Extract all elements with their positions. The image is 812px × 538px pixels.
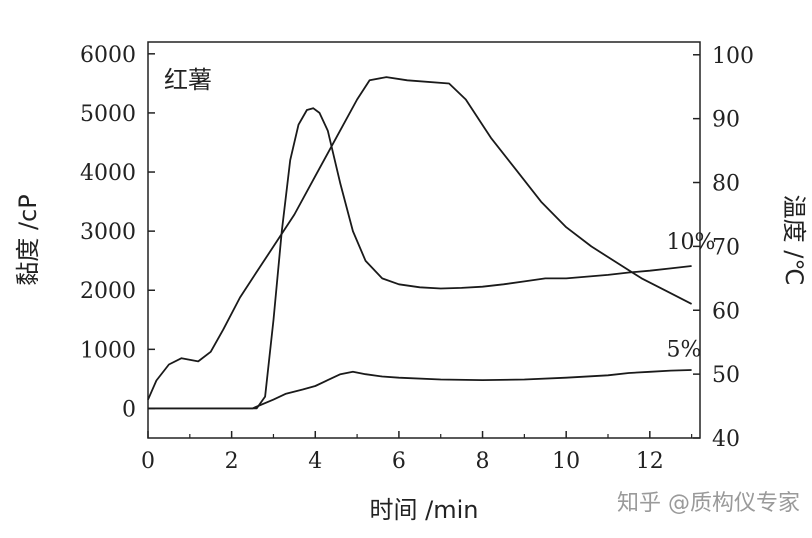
panel-label: 红薯 [164, 66, 212, 94]
y-left-tick-label: 6000 [80, 43, 136, 68]
y-left-tick-label: 0 [122, 397, 136, 422]
x-tick-label: 12 [636, 449, 664, 474]
y-right-tick-label: 50 [712, 363, 740, 388]
y-left-tick-label: 4000 [80, 161, 136, 186]
y-right-tick-label: 90 [712, 108, 740, 133]
x-tick-label: 2 [225, 449, 239, 474]
y-right-tick-label: 80 [712, 172, 740, 197]
series-annotation: 5% [667, 337, 702, 362]
text-group: 红薯 时间 /min 黏度 /cP 温度 /℃ 知乎 @质构仪专家 0 2 4 6 8 1… [14, 43, 808, 524]
y-right-tick-label: 60 [712, 299, 740, 324]
y-left-tick-label: 3000 [80, 220, 136, 245]
y-right-tick-label: 70 [712, 235, 740, 260]
series-line-10pct [148, 107, 692, 410]
watermark: 知乎 @质构仪专家 [617, 491, 800, 516]
plot-frame-group [147, 41, 701, 439]
y-right-tick-label: 40 [712, 427, 740, 452]
x-axis-title: 时间 /min [370, 496, 479, 524]
series-line-5pct [148, 369, 692, 410]
series-annotation: 10% [667, 230, 716, 255]
x-tick-label: 4 [308, 449, 322, 474]
y-left-axis-title: 黏度 /cP [14, 194, 42, 285]
y-left-tick-label: 5000 [80, 102, 136, 127]
y-left-tick-label: 1000 [80, 338, 136, 363]
x-tick-label: 8 [476, 449, 490, 474]
plot-frame [147, 41, 701, 439]
y-right-axis-title: 温度 /℃ [780, 195, 808, 286]
x-tick-label: 10 [552, 449, 580, 474]
y-left-tick-label: 2000 [80, 279, 136, 304]
series-group [147, 76, 693, 410]
x-tick-label: 0 [141, 449, 155, 474]
series-line-temperature [147, 76, 693, 401]
y-right-tick-label: 100 [712, 44, 754, 69]
x-tick-label: 6 [392, 449, 406, 474]
